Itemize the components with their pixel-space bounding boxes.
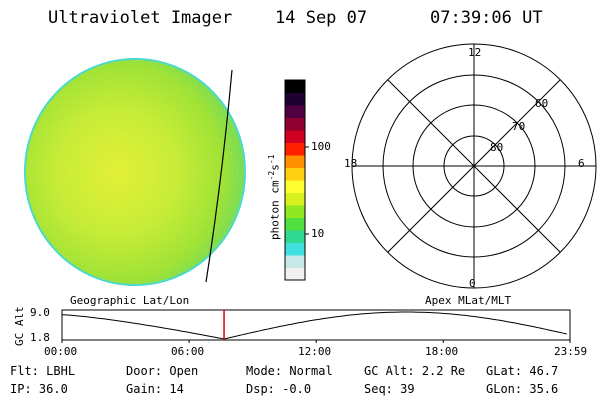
colorbar-swatch	[285, 217, 305, 231]
colorbar	[285, 80, 305, 281]
polar-grid	[351, 43, 597, 289]
lat-label-80: 80	[490, 141, 504, 154]
gain-info: Gain: 14	[126, 382, 184, 396]
colorbar-swatch	[285, 267, 305, 281]
x-tick-1200: 12:00	[298, 345, 332, 358]
x-tick-0600: 06:00	[171, 345, 205, 358]
glon-info: GLon: 35.6	[486, 382, 559, 396]
colorbar-swatch	[285, 80, 305, 93]
y-tick-1-8: 1.8	[30, 331, 50, 344]
colorbar-swatch	[285, 105, 305, 118]
x-tick-1800: 18:00	[425, 345, 459, 358]
x-tick-0000: 00:00	[44, 345, 78, 358]
terminator-line	[205, 69, 233, 283]
door-info: Door: Open	[126, 364, 199, 378]
instrument-title: Ultraviolet Imager	[48, 8, 233, 28]
time-label: 07:39:06 UT	[430, 8, 543, 28]
colorbar-swatch	[285, 155, 305, 168]
colorbar-swatch	[285, 142, 305, 156]
colorbar-unit-label: photon cm-2s-1	[267, 154, 282, 240]
lat-label-60: 60	[535, 97, 549, 110]
dsp-info: Dsp: -0.0	[246, 382, 312, 396]
mode-info: Mode: Normal	[246, 364, 333, 378]
x-tick-2359: 23:59	[554, 345, 588, 358]
timeline-x-ticks	[61, 340, 571, 343]
mlt-label-12: 12	[468, 46, 482, 59]
colorbar-swatch	[285, 130, 305, 143]
date-label: 14 Sep 07	[275, 8, 368, 28]
polar-diagonal-2	[387, 79, 561, 253]
altitude-curve	[61, 311, 567, 340]
seq-info: Seq: 39	[364, 382, 415, 396]
mlt-label-18: 18	[344, 157, 358, 170]
mlt-label-0: 0	[469, 277, 476, 290]
y-tick-9: 9.0	[30, 306, 50, 319]
colorbar-swatch	[285, 117, 305, 131]
colorbar-swatch	[285, 192, 305, 206]
lat-label-70: 70	[512, 120, 526, 133]
apex-title: Apex MLat/MLT	[425, 294, 512, 307]
flt-info: Flt: LBHL	[10, 364, 76, 378]
colorbar-swatch	[285, 205, 305, 218]
uv-image-disk	[24, 58, 246, 286]
colorbar-swatch	[285, 242, 305, 256]
ip-info: IP: 36.0	[10, 382, 68, 396]
mlt-label-6: 6	[578, 157, 585, 170]
colorbar-swatch	[285, 167, 305, 181]
timeline-frame	[61, 309, 571, 341]
gc-alt-axis-label: GC Alt	[13, 306, 26, 346]
colorbar-label-10: 10	[311, 227, 325, 240]
colorbar-swatch	[285, 230, 305, 243]
gc-alt-info: GC Alt: 2.2 Re	[364, 364, 466, 378]
colorbar-label-100: 100	[311, 140, 331, 153]
colorbar-swatch	[285, 92, 305, 106]
colorbar-swatch	[285, 255, 305, 268]
colorbar-frame	[284, 79, 306, 281]
glat-info: GLat: 46.7	[486, 364, 559, 378]
geographic-title: Geographic Lat/Lon	[70, 294, 190, 307]
colorbar-swatch	[285, 180, 305, 193]
